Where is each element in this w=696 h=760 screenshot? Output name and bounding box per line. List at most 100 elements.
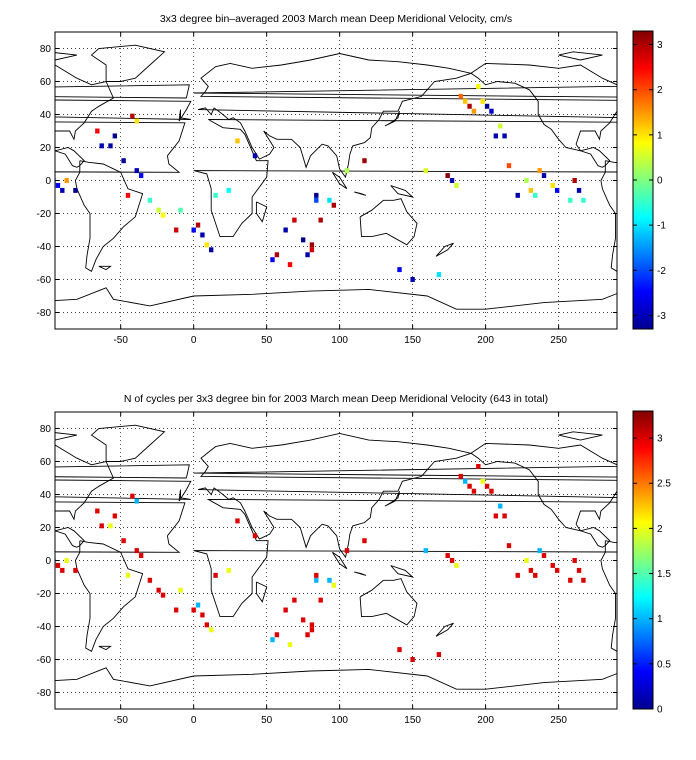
data-cell [576, 187, 582, 193]
data-cell [476, 463, 481, 469]
data-cell [55, 182, 61, 188]
data-cell [480, 478, 485, 484]
data-cell [121, 158, 126, 164]
coastline [55, 444, 114, 548]
data-cell [108, 523, 113, 529]
colorbar-tick-label: -3 [657, 311, 666, 322]
data-cell [489, 488, 494, 494]
coastline [354, 571, 367, 576]
coastline [558, 51, 603, 61]
data-cell [410, 277, 415, 282]
x-tick-label: -50 [113, 335, 128, 346]
land-outline [55, 44, 617, 310]
coastline [193, 85, 617, 98]
data-cell [484, 483, 490, 489]
data-cell [138, 173, 144, 179]
data-cell [449, 178, 455, 183]
data-cell [64, 178, 69, 183]
coastline [98, 645, 112, 651]
x-tick-label: -50 [113, 715, 128, 726]
coastline [55, 52, 77, 61]
data-cell [60, 187, 65, 193]
data-cell [73, 187, 78, 193]
data-cell [95, 508, 100, 514]
y-tick-label: 80 [40, 44, 52, 55]
coastline [470, 442, 617, 548]
data-cell [292, 217, 297, 223]
data-cell [173, 227, 179, 233]
y-tick-label: 40 [40, 110, 52, 121]
data-cell [454, 562, 459, 568]
data-cell [300, 237, 306, 243]
data-cell [112, 133, 118, 139]
data-cell [309, 627, 315, 633]
data-cell [318, 217, 323, 223]
coastline [390, 185, 415, 198]
data-cell [502, 513, 507, 519]
coastline [74, 160, 144, 272]
x-tick-label: 50 [261, 335, 273, 346]
data-cell [178, 587, 183, 593]
data-cell [134, 118, 139, 124]
data-cell [506, 163, 512, 169]
data-cell [476, 83, 481, 89]
coastline [74, 540, 144, 652]
data-cell [331, 582, 336, 588]
x-tick-label: 250 [550, 715, 567, 726]
colorbar-tick-label: -2 [657, 266, 666, 277]
data-cell [209, 247, 214, 253]
coastline [55, 64, 114, 168]
data-cell [309, 622, 315, 628]
data-cell [344, 548, 350, 554]
data-cell [554, 567, 560, 573]
coastline [384, 111, 400, 127]
data-cell [449, 558, 455, 563]
y-tick-label: -20 [37, 209, 52, 220]
x-tick-label: 50 [261, 715, 273, 726]
coastline [435, 242, 454, 257]
data-cell [283, 227, 288, 233]
x-tick-label: 200 [477, 335, 494, 346]
data-cell [213, 192, 218, 198]
data-cells [55, 463, 586, 662]
data-cell [493, 513, 499, 519]
data-cell [568, 577, 573, 583]
data-cell [471, 488, 477, 494]
data-cell [581, 197, 586, 203]
data-cell [209, 627, 214, 633]
data-cell [541, 553, 547, 559]
data-cell [541, 173, 547, 179]
coastline [55, 121, 186, 173]
data-cell [498, 503, 503, 509]
data-cell [305, 252, 310, 258]
x-tick-label: 0 [191, 715, 197, 726]
data-cell [397, 647, 402, 653]
data-cell [130, 113, 135, 119]
data-cell [554, 187, 560, 193]
y-tick-label: -40 [37, 622, 52, 633]
chart-velocity: 3x3 degree bin–averaged 2003 March mean … [37, 13, 667, 346]
data-cell [318, 597, 323, 603]
coastline [359, 198, 418, 246]
colorbar-tick-label: 0 [657, 705, 663, 716]
data-cell [458, 473, 463, 479]
data-cell [147, 577, 153, 583]
colorbar [632, 410, 654, 710]
coastline [332, 551, 348, 570]
data-cell [309, 247, 315, 253]
x-tick-label: 150 [404, 715, 421, 726]
coastline [470, 62, 617, 168]
data-cell [524, 178, 529, 183]
data-cell [309, 242, 315, 248]
x-tick-label: 0 [191, 335, 197, 346]
colorbar-tick-label: 3 [657, 434, 663, 445]
data-cell [252, 153, 258, 159]
coastline [390, 565, 415, 578]
data-cell [467, 103, 472, 109]
data-cell [270, 257, 275, 263]
data-cell [235, 518, 240, 524]
data-cell [506, 543, 512, 549]
coastline [600, 540, 617, 652]
data-cell [314, 577, 319, 583]
data-cell [200, 232, 205, 238]
